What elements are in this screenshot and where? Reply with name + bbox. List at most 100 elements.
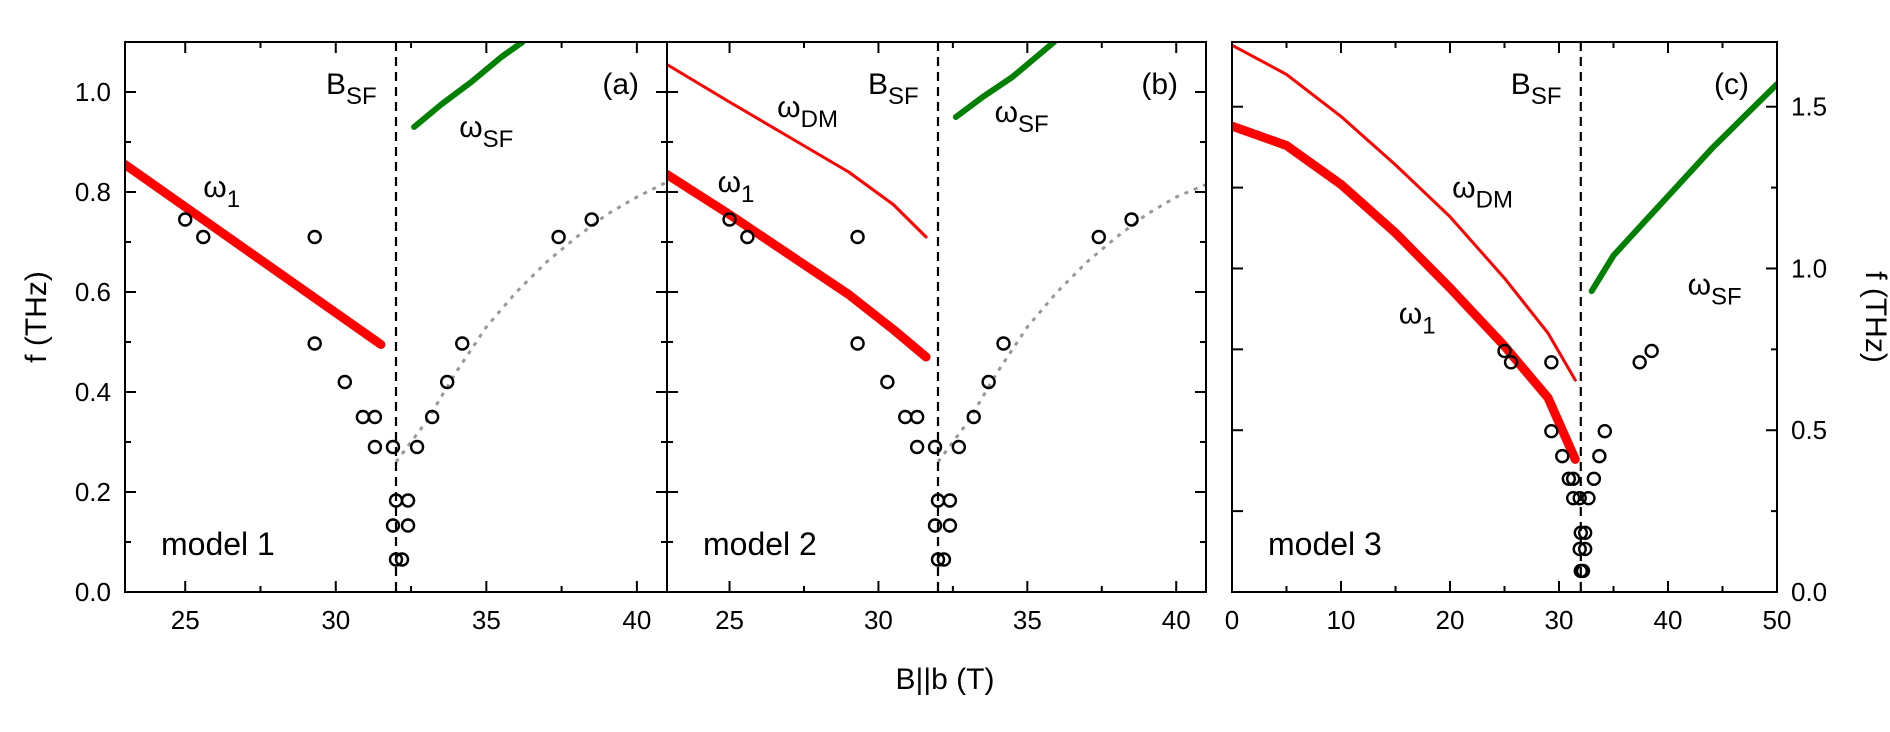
b-sf-label: BSF — [868, 68, 919, 110]
data-point — [1124, 212, 1139, 227]
model-label: model 3 — [1268, 526, 1382, 562]
y-tick-label: 1.0 — [75, 77, 111, 107]
b-sf-label: BSF — [326, 68, 377, 110]
plot-area-a — [125, 42, 667, 592]
data-point — [424, 409, 440, 425]
data-point — [178, 212, 193, 227]
series-omega-1-line — [125, 160, 386, 349]
data-point — [551, 229, 566, 245]
x-tick-label: 35 — [1013, 605, 1042, 635]
data-point — [880, 374, 895, 390]
data-point — [1577, 541, 1593, 557]
plot-frame — [666, 41, 1207, 593]
data-point — [1503, 355, 1519, 370]
series-omega-1-line — [667, 170, 931, 362]
data-point — [1091, 229, 1106, 245]
x-tick-label: 30 — [864, 605, 893, 635]
plot-area-c — [1232, 42, 1777, 592]
data-point — [400, 518, 416, 533]
data-point — [439, 374, 455, 390]
data-point — [942, 493, 958, 508]
data-point — [367, 409, 383, 425]
x-tick-label: 10 — [1327, 605, 1356, 635]
y-axis-title: f (THz) — [20, 271, 53, 363]
data-point — [1555, 448, 1570, 464]
plot-area-b — [667, 42, 1206, 592]
data-point — [722, 212, 737, 227]
x-tick-label: 0 — [1225, 605, 1239, 635]
annotation-omega-dm: ωDM — [1452, 171, 1513, 213]
data-point — [1575, 563, 1591, 579]
data-point — [1573, 525, 1589, 540]
y-tick-label-right: 0.5 — [1791, 415, 1827, 445]
panel-c: 0 10 20 30 40 500.0 0.5 1.0 1.5 (c) model 3 BSF ωDM ω… — [1225, 41, 1827, 635]
data-point — [996, 336, 1011, 351]
panel-label: (b) — [1141, 68, 1178, 101]
data-point — [1592, 448, 1607, 464]
data-point — [927, 518, 943, 533]
data-point — [196, 229, 211, 245]
x-tick-label: 20 — [1436, 605, 1465, 635]
data-point — [1561, 471, 1577, 486]
data-point — [909, 439, 925, 455]
data-point — [355, 409, 371, 425]
panel-label: (a) — [602, 68, 639, 101]
data-point — [1565, 471, 1581, 486]
y-tick-label: 0.4 — [75, 377, 111, 407]
data-point — [400, 493, 416, 508]
y-tick-label-right: 0.0 — [1791, 577, 1827, 607]
panel-label: (c) — [1714, 68, 1749, 101]
data-point — [740, 229, 755, 245]
data-point — [385, 518, 401, 533]
data-point — [981, 374, 996, 390]
x-tick-label: 40 — [1162, 605, 1191, 635]
annotation-omega-1: ω1 — [718, 166, 755, 208]
data-point — [942, 518, 958, 533]
y-tick-label-right: 1.5 — [1791, 92, 1827, 122]
data-point — [1544, 355, 1559, 370]
data-point — [951, 439, 967, 455]
data-point — [927, 439, 943, 455]
annotation-omega-1: ω1 — [203, 171, 240, 213]
data-point — [1586, 471, 1602, 486]
data-point — [1572, 541, 1587, 557]
y-tick-label: 0.0 — [75, 577, 111, 607]
series-omega-1-line — [1232, 121, 1580, 464]
x-tick-label: 40 — [622, 605, 651, 635]
data-point — [930, 552, 946, 567]
plot-frame — [1231, 41, 1778, 593]
data-point — [388, 552, 404, 567]
x-tick-label: 35 — [472, 605, 501, 635]
y-tick-label: 0.8 — [75, 177, 111, 207]
series-fit-line — [936, 183, 1206, 463]
series-omega-DM-line — [1232, 43, 1577, 382]
data-point — [1597, 424, 1612, 439]
series-omega-SF-line — [1588, 81, 1777, 295]
model-label: model 2 — [703, 526, 817, 562]
model-label: model 1 — [161, 526, 275, 562]
panel-b: 25 30 35 40 (b) model 2 BSF ωDM ω1 ωSF — [666, 41, 1207, 635]
y-axis-title-right: f (THz) — [1859, 271, 1890, 363]
data-point — [394, 552, 410, 567]
data-point — [307, 336, 322, 351]
x-tick-label: 50 — [1763, 605, 1792, 635]
data-point — [367, 439, 383, 455]
x-axis-title: B||b (T) — [896, 663, 995, 696]
data-point — [898, 409, 913, 425]
y-tick-label: 0.2 — [75, 477, 111, 507]
data-point — [1577, 525, 1593, 540]
data-point — [1544, 424, 1559, 439]
annotation-omega-dm: ωDM — [777, 91, 838, 133]
panel-a: 25 30 35 40 0.0 0.2 0.4 0.6 0.8 1.0 (a) model 1 BSF ω… — [75, 41, 668, 635]
x-tick-label: 25 — [171, 605, 200, 635]
y-tick-label-right: 1.0 — [1791, 253, 1827, 283]
data-point — [1581, 490, 1596, 506]
data-point — [909, 409, 925, 425]
data-point — [850, 336, 865, 351]
data-point — [850, 229, 865, 245]
data-point — [1497, 343, 1512, 359]
data-point — [455, 336, 470, 351]
series-omega-SF-line — [952, 42, 1058, 120]
data-point — [1632, 355, 1647, 370]
